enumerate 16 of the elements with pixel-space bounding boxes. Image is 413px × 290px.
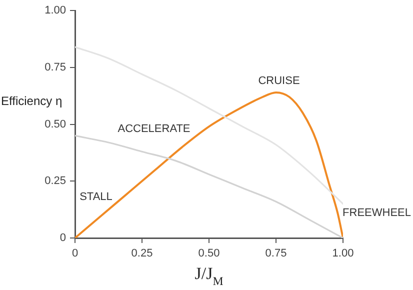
line-series [75,46,343,205]
annotation: FREEWHEEL [342,207,411,220]
x-tick-label: 0.25 [131,248,153,260]
y-tick-label: 0.50 [44,118,66,130]
x-tick-label: 1.00 [332,248,354,260]
y-tick-label: 1.00 [44,4,66,17]
y-tick-label: 0.25 [44,175,66,188]
y-tick-label: 0.75 [44,61,66,74]
y-tick-label: 0 [60,232,66,244]
annotation: ACCELERATE [118,123,190,136]
x-tick-label: 0 [72,248,78,260]
y-axis-title: Efficiency η [1,94,62,108]
annotation: CRUISE [258,75,300,88]
x-tick-label: 0.75 [265,248,287,260]
annotation: STALL [80,191,112,204]
x-tick-label: 0.50 [198,248,220,260]
